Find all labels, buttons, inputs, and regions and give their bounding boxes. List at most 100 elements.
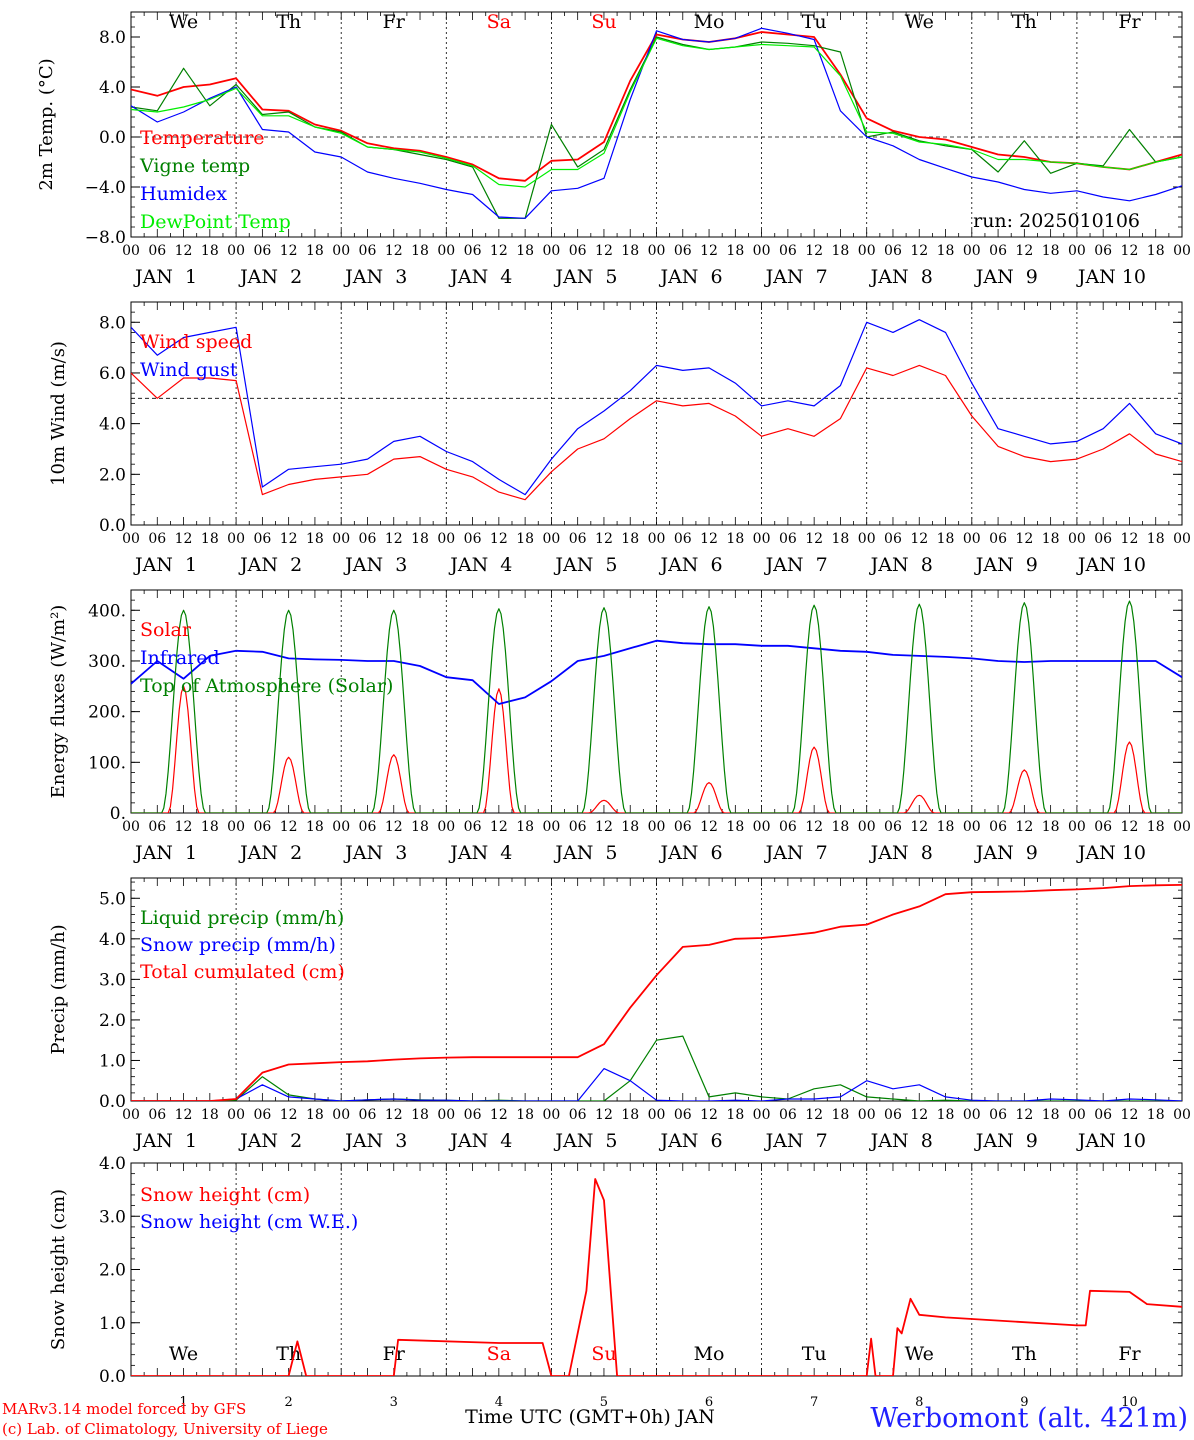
y-axis-title: Energy fluxes (W/m²) <box>48 605 69 799</box>
hour-tick-label: 18 <box>832 531 850 547</box>
hour-tick-label: 18 <box>411 531 429 547</box>
date-label: JAN 3 <box>343 1130 407 1152</box>
date-label: JAN 8 <box>869 266 933 288</box>
hour-tick-label: 06 <box>464 243 482 259</box>
hour-tick-label: 00 <box>1068 531 1086 547</box>
hour-tick-label: 00 <box>122 243 140 259</box>
hour-tick-label: 12 <box>490 819 508 835</box>
hour-tick-label: 18 <box>726 1107 744 1123</box>
hour-tick-label: 06 <box>884 243 902 259</box>
hour-tick-label: 12 <box>805 243 823 259</box>
legend-snow-height-cm-: Snow height (cm) <box>140 1184 310 1206</box>
hour-tick-label: 06 <box>148 1107 166 1123</box>
y-tick-label: 4.0 <box>99 930 126 950</box>
panel-3: 0. 100. 200. 300. 400. Energy fluxes (W/m²) 00… <box>48 589 1191 864</box>
date-label: JAN 10 <box>1076 842 1146 864</box>
hour-tick-label: 12 <box>175 531 193 547</box>
hour-tick-label: 18 <box>411 243 429 259</box>
date-label: JAN 1 <box>133 1130 197 1152</box>
hour-tick-label: 12 <box>595 243 613 259</box>
weekday-label: We <box>905 1343 934 1365</box>
hour-tick-label: 00 <box>122 531 140 547</box>
hour-tick-label: 18 <box>1147 819 1165 835</box>
hour-tick-label: 06 <box>464 531 482 547</box>
y-axis-title: Snow height (cm) <box>48 1189 69 1350</box>
hour-tick-label: 06 <box>569 531 587 547</box>
hour-tick-label: 18 <box>832 243 850 259</box>
hour-tick-label: 18 <box>306 819 324 835</box>
y-tick-label: 2.0 <box>99 1261 126 1281</box>
legend-wind-speed: Wind speed <box>140 331 252 353</box>
hour-tick-label: 18 <box>516 1107 534 1123</box>
date-label: JAN 9 <box>974 1130 1038 1152</box>
hour-tick-label: 18 <box>1042 1107 1060 1123</box>
date-label: JAN 9 <box>974 842 1038 864</box>
hour-tick-label: 12 <box>1015 531 1033 547</box>
legend-wind-gust: Wind gust <box>140 359 238 381</box>
series-layer <box>131 27 1182 219</box>
y-tick-label: 8.0 <box>99 28 126 48</box>
weekday-label: Fr <box>383 11 406 33</box>
hour-tick-label: 00 <box>437 243 455 259</box>
date-label: JAN 3 <box>343 842 407 864</box>
y-tick-label: 2.0 <box>99 465 126 485</box>
hour-tick-label: 12 <box>385 819 403 835</box>
date-label: JAN 2 <box>238 1130 302 1152</box>
weekday-label: Tu <box>802 1343 827 1365</box>
hour-tick-label: 00 <box>1173 1107 1191 1123</box>
series-line-vigne-temp <box>131 36 1182 219</box>
hour-tick-label: 18 <box>726 243 744 259</box>
panel-1: −8.0−4.00.04.08.02m Temp. (°C)00 06 12 18JA… <box>36 11 1191 288</box>
hour-tick-label: 18 <box>1042 531 1060 547</box>
date-label: JAN 5 <box>553 554 617 576</box>
hour-tick-label: 00 <box>122 1107 140 1123</box>
series-line-dewpoint-temp <box>131 37 1182 188</box>
y-tick-label: 300. <box>88 652 126 672</box>
date-label: JAN 6 <box>658 554 722 576</box>
date-label: JAN 4 <box>448 1130 512 1152</box>
hour-tick-label: 00 <box>437 819 455 835</box>
date-label: JAN 6 <box>658 842 722 864</box>
hour-tick-label: 18 <box>832 819 850 835</box>
hour-tick-label: 06 <box>569 243 587 259</box>
weekday-label: We <box>905 11 934 33</box>
day-number-label: 7 <box>810 1395 818 1410</box>
hour-tick-label: 06 <box>359 243 377 259</box>
date-label: JAN 7 <box>764 1130 828 1152</box>
hour-tick-label: 18 <box>621 819 639 835</box>
hour-tick-label: 06 <box>464 1107 482 1123</box>
date-label: JAN 5 <box>553 842 617 864</box>
date-label: JAN 4 <box>448 842 512 864</box>
hour-tick-label: 18 <box>201 1107 219 1123</box>
hour-tick-label: 00 <box>332 243 350 259</box>
hour-tick-label: 06 <box>569 1107 587 1123</box>
hour-tick-label: 12 <box>1121 243 1139 259</box>
hour-tick-label: 06 <box>674 531 692 547</box>
hour-tick-label: 00 <box>858 1107 876 1123</box>
legend-humidex: Humidex <box>140 183 227 205</box>
series-line-humidex <box>131 27 1182 219</box>
hour-tick-label: 12 <box>910 819 928 835</box>
hour-tick-label: 18 <box>832 1107 850 1123</box>
hour-tick-label: 00 <box>858 819 876 835</box>
hour-tick-label: 00 <box>858 531 876 547</box>
hour-tick-label: 06 <box>359 819 377 835</box>
panel-5: 0.0 1.0 2.0 3.0 4.0 Snow height (cm) 1 2 3 4 5 6 7 8 9… <box>48 1154 1183 1410</box>
hour-tick-label: 18 <box>411 819 429 835</box>
hour-tick-label: 12 <box>910 531 928 547</box>
weekday-label: Th <box>1012 11 1037 33</box>
date-label: JAN 2 <box>238 842 302 864</box>
y-tick-label: 2.0 <box>99 1011 126 1031</box>
hour-tick-label: 00 <box>753 819 771 835</box>
weekday-label: Tu <box>802 11 827 33</box>
legend-snow-precip-mm-h-: Snow precip (mm/h) <box>140 934 336 956</box>
hour-tick-label: 06 <box>1094 531 1112 547</box>
hour-tick-label: 12 <box>280 531 298 547</box>
date-label: JAN 7 <box>764 554 828 576</box>
y-tick-label: 0. <box>110 804 126 824</box>
hour-tick-label: 06 <box>884 1107 902 1123</box>
hour-tick-label: 12 <box>1121 531 1139 547</box>
